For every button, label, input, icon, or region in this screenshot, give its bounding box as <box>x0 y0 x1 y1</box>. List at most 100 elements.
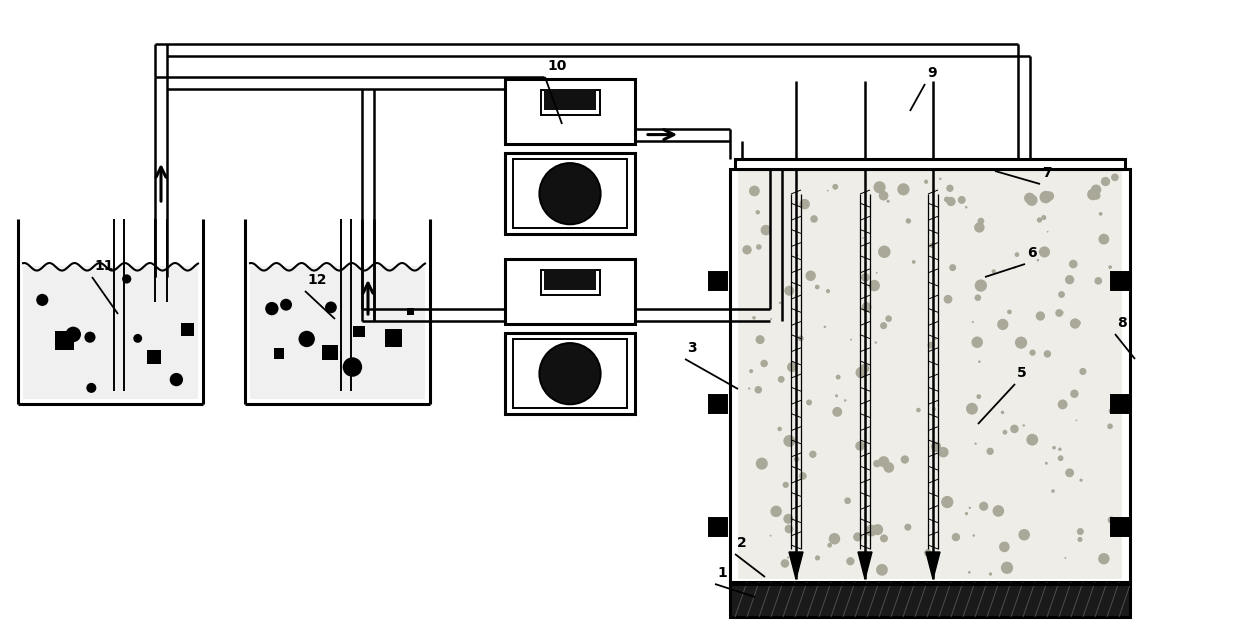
Circle shape <box>939 178 941 180</box>
Circle shape <box>828 533 841 544</box>
Circle shape <box>770 505 782 517</box>
Circle shape <box>1037 217 1042 222</box>
Circle shape <box>846 557 854 566</box>
Circle shape <box>1037 259 1039 261</box>
Circle shape <box>1069 259 1078 268</box>
Circle shape <box>997 319 1008 330</box>
Circle shape <box>880 322 887 329</box>
Circle shape <box>868 280 880 291</box>
Circle shape <box>883 462 894 473</box>
Circle shape <box>1091 185 1101 195</box>
Circle shape <box>937 404 940 406</box>
Circle shape <box>965 512 968 515</box>
Circle shape <box>280 299 291 311</box>
Circle shape <box>988 573 992 576</box>
Text: 5: 5 <box>1017 366 1027 380</box>
Circle shape <box>1079 368 1086 375</box>
Circle shape <box>931 442 941 452</box>
Bar <box>1111 272 1128 290</box>
Circle shape <box>784 435 795 447</box>
Circle shape <box>1075 320 1081 325</box>
Circle shape <box>777 376 785 383</box>
Circle shape <box>815 285 820 289</box>
Circle shape <box>898 183 909 196</box>
Circle shape <box>835 394 838 397</box>
Circle shape <box>977 218 985 224</box>
Circle shape <box>1029 350 1035 356</box>
Circle shape <box>84 332 95 343</box>
Circle shape <box>325 302 337 313</box>
Circle shape <box>777 427 782 431</box>
Polygon shape <box>858 552 872 579</box>
Bar <box>738 169 1122 579</box>
Circle shape <box>749 185 760 196</box>
Circle shape <box>941 496 954 508</box>
Circle shape <box>539 163 600 224</box>
Circle shape <box>1001 411 1004 414</box>
Circle shape <box>1001 562 1013 574</box>
Bar <box>384 329 403 347</box>
Text: 11: 11 <box>94 259 114 273</box>
Circle shape <box>810 215 818 223</box>
Circle shape <box>1013 266 1016 268</box>
Circle shape <box>939 447 949 458</box>
Circle shape <box>904 524 911 531</box>
Circle shape <box>929 553 934 558</box>
Circle shape <box>787 557 789 558</box>
Bar <box>542 90 600 115</box>
Circle shape <box>1111 174 1118 181</box>
Circle shape <box>810 450 817 458</box>
Bar <box>181 323 193 336</box>
Circle shape <box>784 286 795 296</box>
Text: 1: 1 <box>717 566 727 580</box>
Circle shape <box>1099 234 1110 245</box>
Circle shape <box>1092 192 1100 200</box>
Circle shape <box>797 335 804 341</box>
Text: 6: 6 <box>1027 246 1037 260</box>
Circle shape <box>975 295 981 301</box>
Text: 9: 9 <box>928 66 936 80</box>
Circle shape <box>911 260 915 264</box>
Circle shape <box>754 386 763 394</box>
Circle shape <box>992 505 1004 517</box>
Circle shape <box>1039 247 1050 258</box>
Circle shape <box>763 226 770 234</box>
Circle shape <box>784 514 794 524</box>
Circle shape <box>1042 215 1047 220</box>
Circle shape <box>885 316 892 322</box>
Bar <box>250 266 425 399</box>
Circle shape <box>1099 553 1110 564</box>
Circle shape <box>972 534 975 537</box>
Circle shape <box>265 302 279 315</box>
Circle shape <box>760 360 768 367</box>
Circle shape <box>1053 446 1056 449</box>
Polygon shape <box>926 552 940 579</box>
Circle shape <box>844 497 851 504</box>
Circle shape <box>944 196 950 203</box>
Bar <box>55 331 74 350</box>
Bar <box>709 272 727 290</box>
Circle shape <box>934 338 936 340</box>
Circle shape <box>1014 252 1019 257</box>
Circle shape <box>924 549 931 557</box>
Circle shape <box>1011 424 1019 433</box>
Circle shape <box>1058 447 1061 451</box>
Circle shape <box>949 264 956 271</box>
Circle shape <box>1045 462 1048 465</box>
Circle shape <box>968 571 971 574</box>
Circle shape <box>1064 557 1066 559</box>
Circle shape <box>859 364 869 373</box>
Circle shape <box>785 525 794 534</box>
Circle shape <box>856 441 864 450</box>
Circle shape <box>874 341 877 344</box>
Bar <box>709 395 727 413</box>
Circle shape <box>87 383 97 393</box>
Circle shape <box>946 197 956 206</box>
Circle shape <box>1035 311 1045 321</box>
Circle shape <box>781 559 789 567</box>
Circle shape <box>1109 408 1115 414</box>
Circle shape <box>887 200 889 203</box>
Circle shape <box>756 458 768 470</box>
Circle shape <box>826 289 830 293</box>
Circle shape <box>975 442 977 445</box>
